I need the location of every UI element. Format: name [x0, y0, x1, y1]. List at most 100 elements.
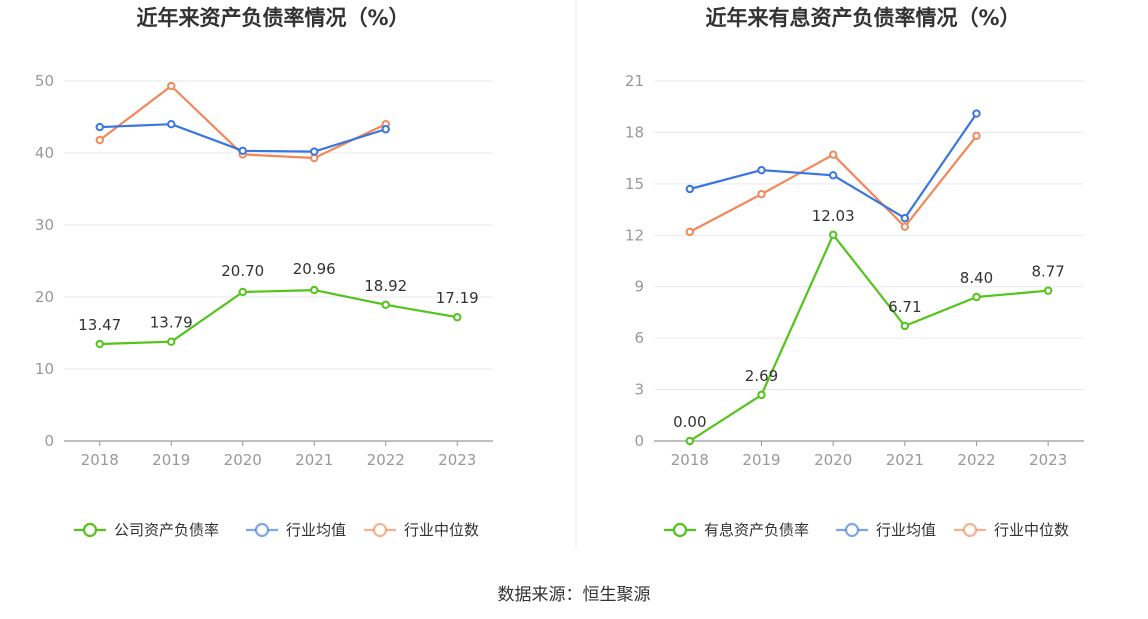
data-label: 13.79 [150, 314, 193, 332]
data-point [381, 125, 390, 134]
y-tick-label: 9 [634, 278, 644, 296]
legend-marker [254, 522, 270, 538]
x-tick-label: 2022 [957, 451, 995, 469]
x-tick-label: 2021 [295, 451, 333, 469]
data-label: 13.47 [78, 316, 121, 334]
y-tick-label: 12 [625, 226, 644, 244]
x-tick-label: 2022 [367, 451, 405, 469]
data-label: 2.69 [745, 367, 778, 385]
legend-item[interactable]: 行业均值 [246, 521, 346, 539]
data-point [381, 300, 390, 309]
chart-interest-bearing-liability-ratio: 近年来有息资产负债率情况（%） 0 3 6 9 12 15 18 21 2018 2019 2020 2… [625, 6, 1084, 539]
data-label: 8.40 [960, 269, 993, 287]
legend-marker [372, 522, 388, 538]
y-tick-label: 0 [44, 432, 54, 450]
x-tick-label: 2020 [814, 451, 852, 469]
data-point [310, 285, 319, 295]
data-point [238, 287, 247, 297]
chart-asset-liability-ratio: 近年来资产负债率情况（%） 0 10 20 30 40 50 2018 2019 2020 2021… [35, 6, 493, 539]
legend-item[interactable]: 有息资产负债率 [664, 521, 809, 539]
data-label: 8.77 [1031, 263, 1064, 281]
y-tick-label: 40 [35, 144, 54, 162]
y-tick-label: 50 [35, 72, 54, 90]
legend-item[interactable]: 行业中位数 [364, 521, 479, 539]
legend-marker [672, 522, 688, 538]
data-label: 20.70 [221, 262, 264, 280]
data-label: 18.92 [364, 277, 407, 295]
y-tick-label: 15 [625, 175, 644, 193]
data-label: 12.03 [812, 207, 855, 225]
legend-item[interactable]: 公司资产负债率 [74, 521, 219, 539]
legend-label: 行业中位数 [994, 521, 1069, 539]
data-point [685, 227, 695, 237]
x-tick-label: 2023 [438, 451, 476, 469]
x-tick-label: 2023 [1029, 451, 1067, 469]
y-tick-label: 6 [634, 329, 644, 347]
data-point [972, 131, 981, 141]
data-point [972, 109, 981, 118]
data-point [1043, 286, 1053, 295]
data-point [900, 213, 910, 223]
data-point [972, 292, 981, 302]
x-tick-label: 2019 [742, 451, 780, 469]
series-industry-mean [685, 109, 981, 223]
x-tick-label: 2019 [152, 451, 190, 469]
x-tick-label: 2021 [886, 451, 924, 469]
legend-label: 行业中位数 [404, 521, 479, 539]
data-label: 20.96 [293, 260, 336, 278]
y-tick-label: 10 [35, 360, 54, 378]
data-point [828, 150, 838, 159]
data-source: 数据来源：恒生聚源 [497, 585, 651, 605]
chart-title: 近年来有息资产负债率情况（%） [705, 6, 1020, 30]
series-line [689, 233, 1049, 442]
legend-marker [962, 522, 978, 538]
data-point [828, 171, 838, 180]
data-point [167, 337, 176, 346]
series-line [99, 289, 458, 346]
legend-marker [82, 522, 98, 538]
legend-label: 公司资产负债率 [114, 521, 219, 539]
data-label: 0.00 [673, 413, 706, 431]
legend-label: 行业均值 [876, 521, 936, 539]
legend-item[interactable]: 行业中位数 [954, 521, 1069, 539]
y-tick-label: 0 [634, 432, 644, 450]
data-point [685, 436, 695, 446]
legend-marker [844, 522, 860, 538]
data-point [453, 313, 462, 322]
data-point [757, 165, 766, 175]
data-point [685, 184, 695, 194]
data-point [167, 81, 176, 91]
data-point [310, 147, 319, 156]
x-tick-label: 2020 [224, 451, 262, 469]
data-point [167, 120, 176, 129]
x-tick-label: 2018 [671, 451, 709, 469]
y-tick-label: 30 [35, 216, 54, 234]
y-tick-label: 18 [625, 123, 644, 141]
x-tick-label: 2018 [81, 451, 119, 469]
data-point [900, 222, 910, 231]
legend-item[interactable]: 行业均值 [836, 521, 936, 539]
series-line [689, 112, 978, 220]
data-point [95, 135, 104, 145]
legend-label: 行业均值 [286, 521, 346, 539]
series-company: 0.00 2.69 12.03 6.71 8.40 8.77 [673, 207, 1065, 446]
y-tick-label: 20 [35, 288, 54, 306]
y-tick-label: 3 [634, 381, 644, 399]
data-point [828, 230, 838, 239]
series-company: 13.47 13.79 20.70 20.96 18.92 17.19 [78, 260, 479, 349]
data-label: 6.71 [888, 298, 921, 316]
data-point [95, 122, 104, 132]
chart-title: 近年来资产负债率情况（%） [136, 6, 409, 30]
data-point [757, 390, 766, 400]
data-label: 17.19 [436, 289, 479, 307]
y-tick-label: 21 [625, 72, 644, 90]
legend-label: 有息资产负债率 [704, 521, 809, 539]
series-industry-mean [95, 120, 390, 156]
data-point [95, 339, 104, 349]
data-point [238, 146, 247, 156]
data-point [757, 189, 766, 199]
series-industry-median [685, 131, 981, 237]
data-point [310, 153, 319, 163]
data-point [900, 321, 910, 331]
